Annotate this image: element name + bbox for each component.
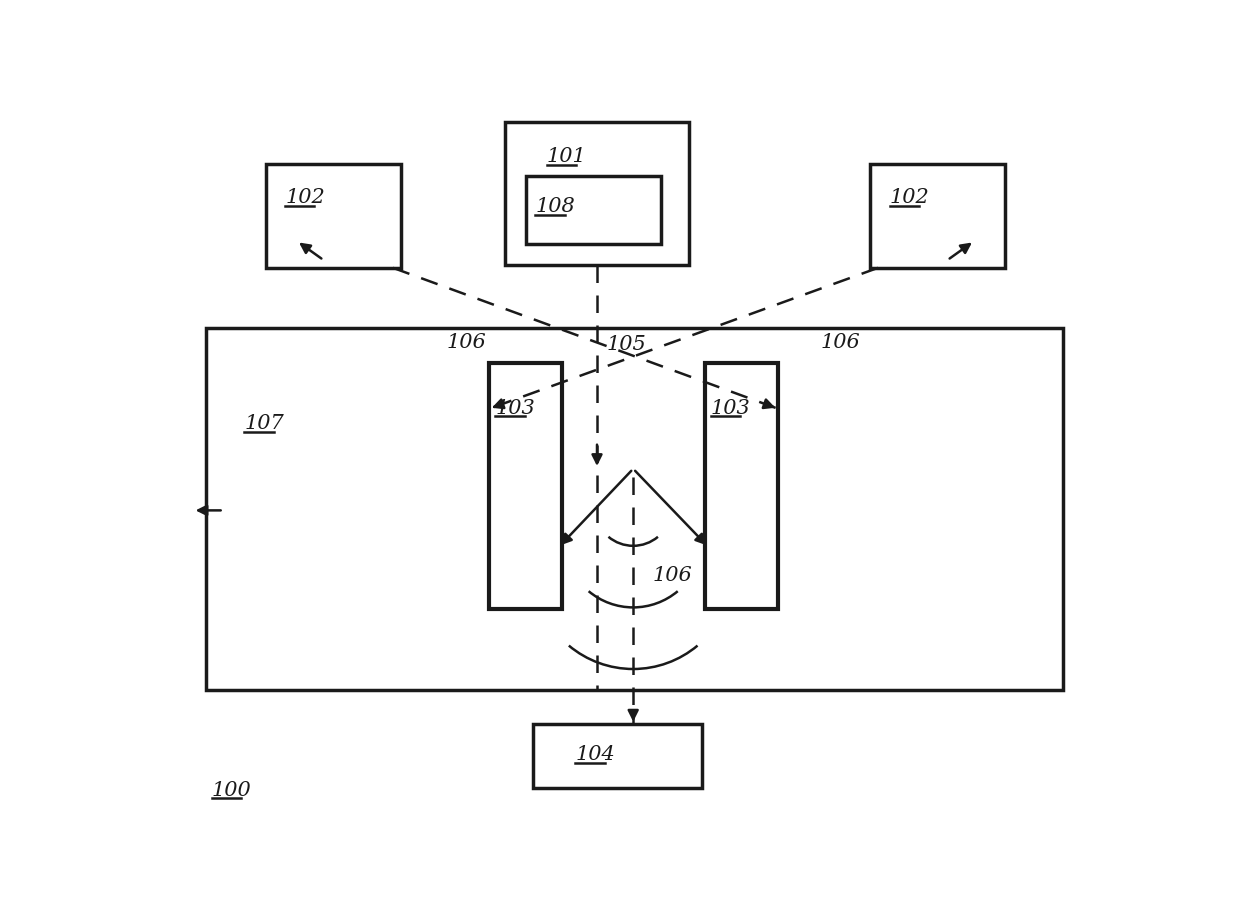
Text: 101: 101 [547, 147, 587, 166]
Bar [265, 165, 401, 269]
Text: 106: 106 [652, 566, 692, 585]
Text: 107: 107 [244, 414, 284, 433]
Bar [704, 363, 777, 609]
Bar [870, 165, 1006, 269]
Text: 100: 100 [212, 781, 252, 800]
Text: 102: 102 [285, 189, 325, 207]
Text: 108: 108 [536, 197, 575, 216]
Bar [505, 123, 689, 265]
Text: 104: 104 [575, 744, 615, 763]
Text: 102: 102 [889, 189, 929, 207]
Text: 106: 106 [821, 333, 861, 352]
Bar [490, 363, 563, 609]
Bar [533, 724, 703, 788]
Text: 103: 103 [711, 398, 750, 417]
Text: 105: 105 [606, 335, 646, 354]
Bar [526, 177, 661, 245]
Text: 103: 103 [495, 398, 536, 417]
Text: 106: 106 [446, 333, 486, 352]
Bar [206, 329, 1063, 690]
